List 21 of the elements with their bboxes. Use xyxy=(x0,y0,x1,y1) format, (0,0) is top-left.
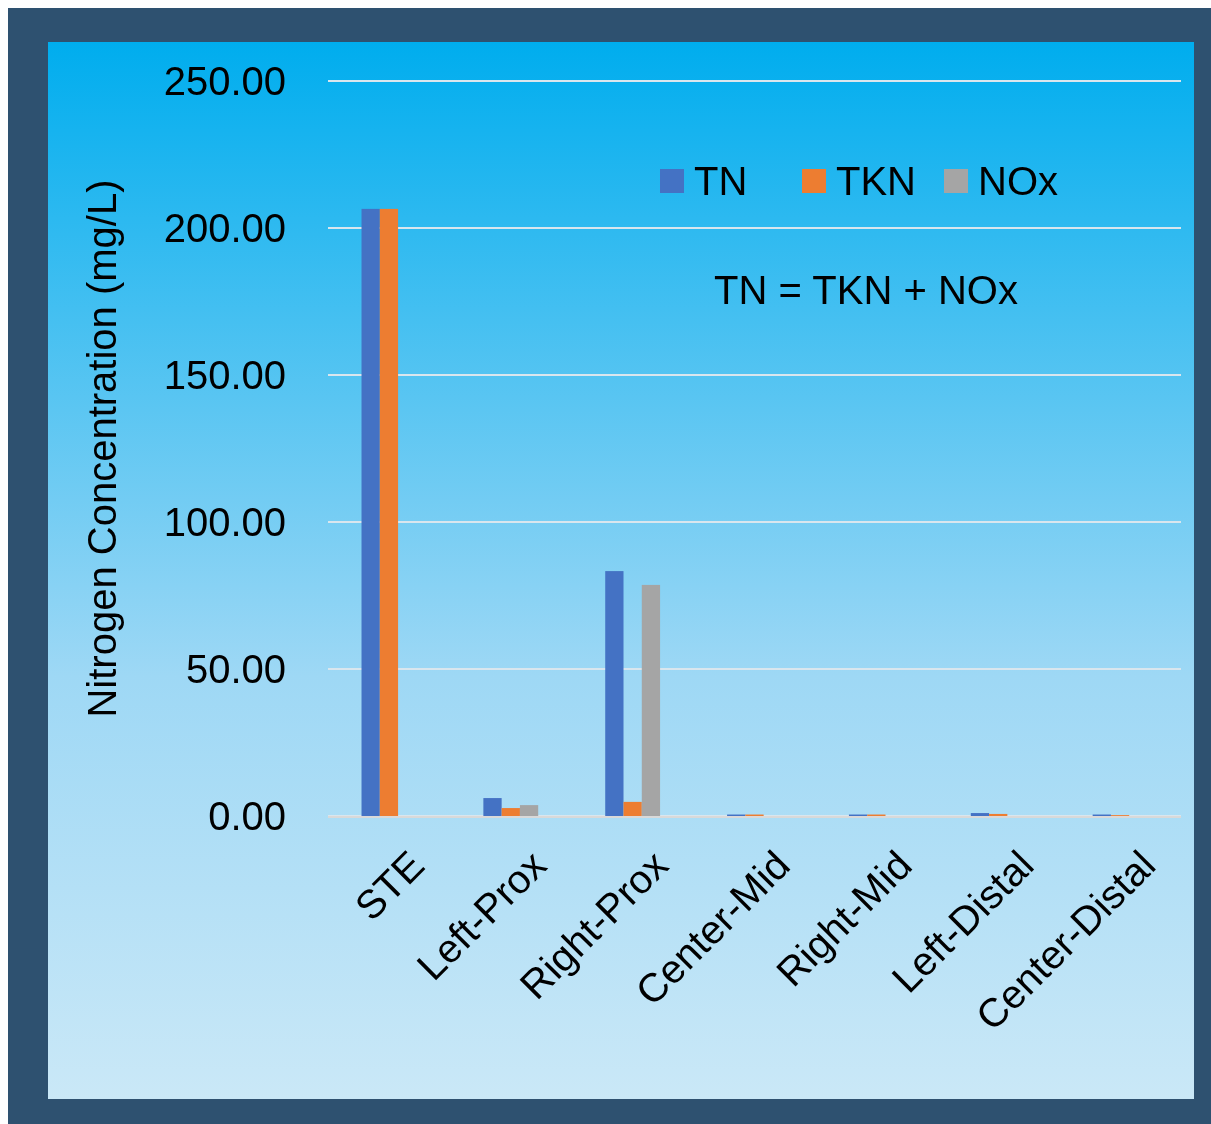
y-tick-label: 250.00 xyxy=(163,59,286,103)
annotation: TN = TKN + NOx xyxy=(714,268,1018,312)
y-tick-label: 50.00 xyxy=(185,647,286,691)
bar xyxy=(623,801,642,816)
bar xyxy=(379,208,399,816)
legend-label: TKN xyxy=(836,159,916,203)
bar xyxy=(605,571,624,816)
y-tick-label: 200.00 xyxy=(163,206,286,250)
y-tick-label: 150.00 xyxy=(163,353,286,397)
bar xyxy=(989,813,1008,816)
bar xyxy=(483,798,502,816)
bar xyxy=(501,808,520,816)
bar xyxy=(641,584,661,816)
y-tick-label: 100.00 xyxy=(163,500,286,544)
bar xyxy=(361,208,380,816)
legend-label: TN xyxy=(694,159,748,203)
y-axis-title: Nitrogen Concentration (mg/L) xyxy=(80,179,124,718)
bar xyxy=(519,805,539,816)
y-tick-label: 0.00 xyxy=(208,794,286,838)
legend-label: NOx xyxy=(978,159,1058,203)
bar xyxy=(970,813,990,816)
